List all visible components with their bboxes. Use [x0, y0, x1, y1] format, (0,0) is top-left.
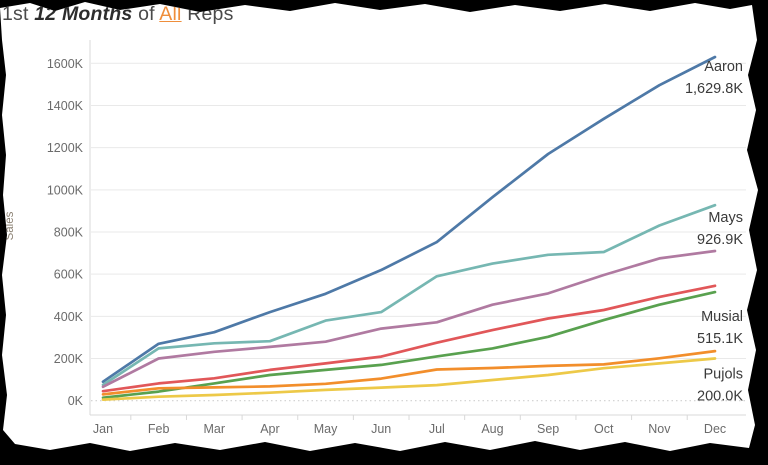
x-tick-label: Jul: [429, 422, 445, 436]
series-end-label-value: 926.9K: [697, 232, 743, 248]
y-axis-title: Sales: [4, 211, 16, 240]
series-end-label-value: 1,629.8K: [685, 81, 743, 97]
series-end-label-value: 200.0K: [697, 389, 743, 405]
title-prefix: 1st: [2, 3, 35, 25]
line-series-mays[interactable]: [101, 203, 717, 387]
line-series[interactable]: [101, 249, 717, 389]
y-tick-label: 400K: [54, 310, 84, 324]
x-tick-label: Feb: [148, 422, 170, 436]
x-tick-label: Sep: [537, 422, 559, 436]
line-series-musial[interactable]: [101, 290, 717, 400]
line-series[interactable]: [101, 284, 717, 393]
title-middle: of: [132, 3, 160, 25]
y-tick-label: 0K: [68, 394, 84, 408]
x-tick-label: Mar: [204, 422, 226, 436]
x-tick-label: Nov: [648, 422, 671, 436]
y-tick-label: 800K: [54, 225, 84, 239]
series-end-label-value: 515.1K: [697, 331, 743, 347]
x-tick-label: Apr: [260, 422, 279, 436]
x-tick-label: Aug: [481, 422, 503, 436]
line-series-aaron[interactable]: [101, 55, 717, 384]
x-tick-label: Dec: [704, 422, 726, 436]
title-parameter-reps-link[interactable]: All: [159, 3, 182, 25]
x-tick-label: Jun: [371, 422, 391, 436]
series-end-label-name: Musial: [701, 309, 743, 325]
y-tick-label: 600K: [54, 268, 84, 282]
x-tick-label: Oct: [594, 422, 614, 436]
series-end-label-name: Mays: [708, 210, 743, 226]
y-tick-label: 1400K: [47, 99, 84, 113]
y-tick-label: 200K: [54, 352, 84, 366]
y-tick-label: 1200K: [47, 141, 84, 155]
series-end-label-name: Pujols: [704, 367, 744, 383]
series-end-label-name: Aaron: [704, 59, 743, 75]
line-series-pujols[interactable]: [101, 357, 717, 401]
line-series[interactable]: [101, 349, 717, 396]
y-tick-label: 1000K: [47, 183, 84, 197]
x-tick-label: Jan: [93, 422, 113, 436]
y-tick-label: 1600K: [47, 57, 84, 71]
x-tick-label: May: [314, 422, 338, 436]
